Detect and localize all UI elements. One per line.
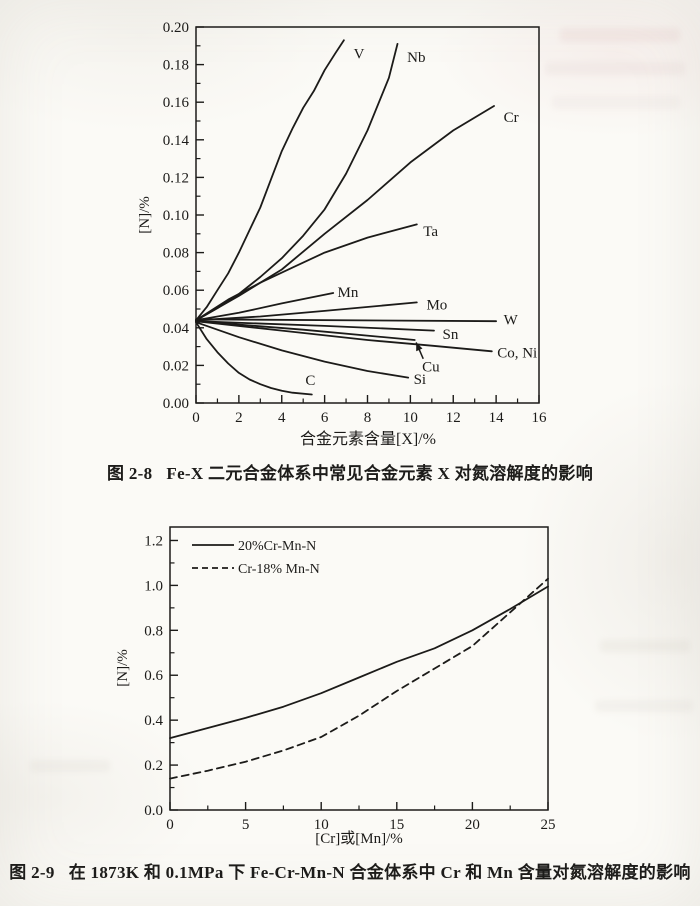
series-line-Mo	[195, 301, 418, 322]
y-axis-tick-label: 0.06	[163, 283, 190, 299]
series-line-Si	[195, 321, 410, 379]
series-label-Mo: Mo	[426, 297, 447, 313]
y-axis-tick-label: 0.12	[163, 170, 189, 186]
series-label-Cr: Cr	[504, 110, 519, 126]
series-label-V: V	[354, 46, 365, 62]
chart-fig-2-9: 0 5 10 15 20 25 0.0 0.2 0.4 0.6 0.8 1.0 1.2 [Cr]或[Mn]…	[115, 526, 556, 847]
y-axis-tick-label: 0.6	[144, 668, 163, 684]
series-line-Nb	[195, 43, 399, 322]
series-label-Co-Ni: Co, Ni	[497, 346, 537, 362]
series-line-W	[195, 318, 497, 323]
x-axis-tick-label: 25	[541, 817, 556, 833]
x-axis-tick-label: 2	[235, 410, 243, 426]
series-line-Cr-18-Mn-N	[169, 577, 549, 780]
x-axis-tick-label: 14	[489, 410, 505, 426]
x-axis-tick-label: 6	[321, 410, 329, 426]
x-axis-title: 合金元素含量[X]/%	[300, 430, 436, 448]
series-line-20-Cr-Mn-N	[169, 585, 549, 739]
y-axis-title: [N]/%	[137, 196, 153, 234]
series-line-V	[195, 39, 345, 322]
y-axis-tick-label: 0.16	[163, 95, 190, 111]
figure-2-9-caption: 图 2-9 在 1873K 和 0.1MPa 下 Fe-Cr-Mn-N 合金体系中…	[0, 858, 700, 883]
figure-2-9-title: 在 1873K 和 0.1MPa 下 Fe-Cr-Mn-N 合金体系中 Cr 和…	[68, 863, 691, 882]
series-label-C: C	[305, 373, 315, 389]
series-line-Mn	[195, 292, 335, 322]
y-axis-tick-label: 0.00	[163, 396, 189, 412]
chart-fig-2-8: 0 2 4 6 8 10 12 14 16 0.00 0.02 0.04 0.06 0.08 0.10 0.1…	[137, 20, 547, 448]
y-axis-tick-label: 0.8	[144, 623, 163, 639]
series-label-Si: Si	[414, 372, 427, 388]
y-axis-tick-label: 0.04	[163, 321, 190, 337]
y-axis-tick-label: 0.4	[144, 713, 163, 729]
x-axis-tick-label: 0	[166, 817, 174, 833]
x-axis-title: [Cr]或[Mn]/%	[315, 830, 402, 847]
x-axis-tick-label: 16	[532, 410, 548, 426]
y-axis-title: [N]/%	[115, 649, 131, 687]
y-axis-tick-label: 0.2	[144, 758, 163, 774]
x-axis-tick-label: 15	[389, 817, 404, 833]
x-axis-tick-label: 20	[465, 817, 480, 833]
series-label-Mn: Mn	[337, 285, 358, 301]
figure-2-8-number: 图 2-8	[106, 464, 153, 483]
x-axis-tick-label: 0	[192, 410, 200, 426]
series-line-Cr	[195, 105, 495, 322]
y-axis-tick-label: 0.02	[163, 358, 189, 374]
legend-entry-label: Cr-18% Mn-N	[238, 562, 320, 577]
y-axis-tick-label: 1.0	[144, 578, 163, 594]
figure-2-8-title: Fe-X 二元合金体系中常见合金元素 X 对氮溶解度的影响	[166, 464, 593, 483]
series-line-Co-Ni	[195, 320, 493, 353]
series-label-Cu: Cu	[422, 359, 440, 375]
figure-2-9-number: 图 2-9	[9, 863, 55, 882]
series-label-Nb: Nb	[407, 50, 425, 66]
series-line-Cu	[195, 320, 416, 341]
series-label-Sn: Sn	[443, 327, 459, 343]
y-axis-tick-label: 1.2	[144, 533, 163, 549]
y-axis-tick-label: 0.14	[163, 133, 190, 149]
series-line-Sn	[195, 320, 435, 332]
x-axis-tick-label: 12	[446, 410, 461, 426]
x-axis-tick-label: 10	[314, 817, 329, 833]
x-axis-tick-label: 10	[403, 410, 418, 426]
legend-entry-label: 20%Cr-Mn-N	[238, 539, 316, 554]
series-line-Ta	[195, 223, 418, 322]
figure-2-8-caption: 图 2-8 Fe-X 二元合金体系中常见合金元素 X 对氮溶解度的影响	[0, 459, 700, 484]
series-label-Ta: Ta	[423, 224, 438, 240]
x-axis-tick-label: 8	[364, 410, 372, 426]
x-axis-tick-label: 4	[278, 410, 286, 426]
series-line-C	[195, 321, 313, 396]
plot-border	[169, 526, 549, 811]
y-axis-tick-label: 0.08	[163, 246, 189, 262]
series-label-W: W	[504, 312, 519, 328]
y-axis-tick-label: 0.18	[163, 58, 189, 74]
y-axis-tick-label: 0.0	[144, 803, 163, 819]
y-axis-tick-label: 0.20	[163, 20, 189, 36]
y-axis-tick-label: 0.10	[163, 208, 189, 224]
plot-border	[195, 26, 540, 404]
x-axis-tick-label: 5	[242, 817, 250, 833]
